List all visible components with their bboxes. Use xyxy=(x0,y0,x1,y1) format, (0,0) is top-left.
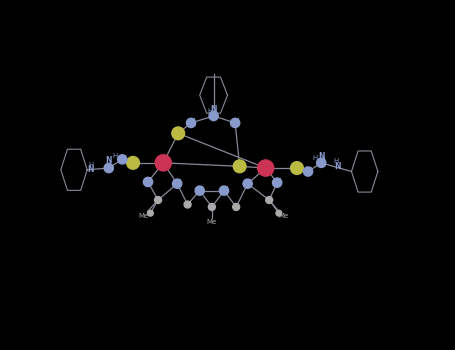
Circle shape xyxy=(184,201,191,208)
Circle shape xyxy=(273,178,282,187)
Text: N: N xyxy=(188,118,194,127)
Text: Me: Me xyxy=(207,219,217,225)
Text: Pt: Pt xyxy=(158,158,169,167)
Circle shape xyxy=(276,210,282,216)
Text: N: N xyxy=(305,167,311,176)
Text: N: N xyxy=(232,118,238,127)
Text: S: S xyxy=(175,129,181,138)
Circle shape xyxy=(258,160,274,176)
Circle shape xyxy=(155,155,172,171)
Circle shape xyxy=(233,160,246,173)
Circle shape xyxy=(231,118,240,127)
Text: H: H xyxy=(333,158,339,164)
Text: N: N xyxy=(335,162,341,171)
Text: Me: Me xyxy=(138,213,149,219)
Text: H: H xyxy=(313,155,318,161)
Circle shape xyxy=(143,177,152,187)
Text: N: N xyxy=(145,177,151,187)
Circle shape xyxy=(243,179,252,188)
Text: N: N xyxy=(244,179,251,188)
Circle shape xyxy=(172,179,182,188)
Text: S: S xyxy=(130,158,136,167)
Text: H: H xyxy=(112,153,117,159)
Circle shape xyxy=(208,203,215,210)
Text: N: N xyxy=(210,105,217,114)
Circle shape xyxy=(187,118,196,127)
Circle shape xyxy=(147,210,153,216)
Text: N: N xyxy=(106,156,112,165)
Circle shape xyxy=(104,163,113,173)
Circle shape xyxy=(266,197,273,203)
Text: H: H xyxy=(89,162,94,168)
Circle shape xyxy=(126,156,139,169)
Text: N: N xyxy=(87,165,94,174)
Text: N: N xyxy=(318,152,324,161)
Circle shape xyxy=(195,186,204,195)
Text: N: N xyxy=(274,178,280,187)
Text: Pt: Pt xyxy=(260,163,271,173)
Text: N: N xyxy=(174,179,180,188)
Text: Me: Me xyxy=(278,213,288,219)
Circle shape xyxy=(291,162,303,174)
Text: S: S xyxy=(294,163,300,173)
Circle shape xyxy=(219,186,229,195)
Text: N: N xyxy=(119,155,126,164)
Circle shape xyxy=(118,155,127,164)
Circle shape xyxy=(155,197,162,203)
Text: N: N xyxy=(106,163,112,173)
Circle shape xyxy=(233,203,240,210)
Text: N: N xyxy=(210,111,217,120)
Text: N: N xyxy=(221,186,228,195)
Text: C: C xyxy=(185,202,190,208)
Text: C: C xyxy=(267,197,272,203)
Text: C: C xyxy=(209,204,214,210)
Circle shape xyxy=(303,167,313,176)
Text: H: H xyxy=(207,108,213,114)
Text: N: N xyxy=(318,158,324,167)
Text: N: N xyxy=(197,186,203,195)
Text: C: C xyxy=(156,197,161,203)
Circle shape xyxy=(172,127,185,140)
Text: C: C xyxy=(234,204,238,210)
Circle shape xyxy=(317,158,326,168)
Circle shape xyxy=(209,111,218,121)
Text: S: S xyxy=(237,162,243,171)
